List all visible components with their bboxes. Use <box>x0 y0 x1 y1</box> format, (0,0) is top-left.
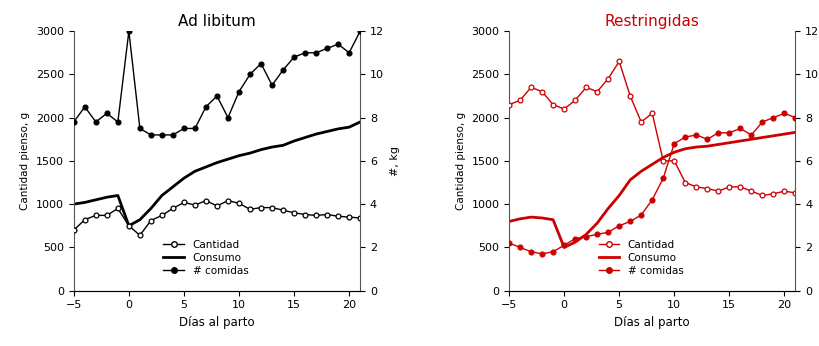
Legend: Cantidad, Consumo, # comidas: Cantidad, Consumo, # comidas <box>159 236 252 280</box>
Title: Ad libitum: Ad libitum <box>178 13 256 29</box>
Y-axis label: #, kg: #, kg <box>389 146 399 176</box>
X-axis label: Días al parto: Días al parto <box>179 316 255 329</box>
Y-axis label: Cantidad pienso, g: Cantidad pienso, g <box>20 112 30 210</box>
Title: Restringidas: Restringidas <box>604 13 699 29</box>
X-axis label: Días al parto: Días al parto <box>613 316 690 329</box>
Y-axis label: Cantidad pienso, g: Cantidad pienso, g <box>455 112 465 210</box>
Legend: Cantidad, Consumo, # comidas: Cantidad, Consumo, # comidas <box>594 236 687 280</box>
